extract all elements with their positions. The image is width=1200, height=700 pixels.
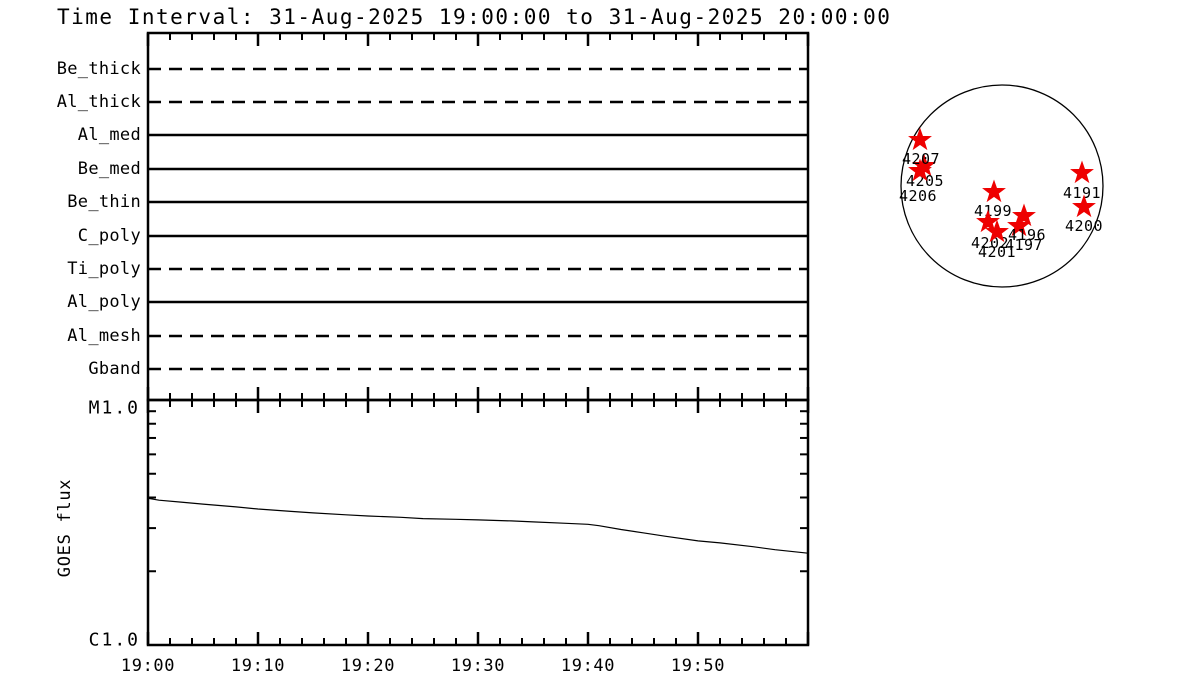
noaa-star-4199 (982, 179, 1006, 203)
noaa-label-4200: 4200 (1065, 217, 1103, 235)
goes-ytick-label-C1: C1.0 (89, 630, 140, 651)
plot-title: Time Interval: 31-Aug-2025 19:00:00 to 3… (57, 5, 892, 29)
noaa-label-4199: 4199 (974, 202, 1012, 220)
noaa-star-4207 (908, 127, 932, 151)
goes-xtick-label: 19:40 (561, 656, 615, 676)
noaa-star-4191 (1070, 160, 1094, 184)
filter-label-Be_thick: Be_thick (57, 59, 141, 79)
noaa-star-4200 (1072, 194, 1096, 218)
goes-xtick-label: 19:10 (231, 656, 285, 676)
noaa-label-4207: 4207 (902, 150, 940, 168)
filter-label-C_poly: C_poly (78, 226, 141, 246)
goes-xtick-label: 19:30 (451, 656, 505, 676)
goes-xtick-label: 19:20 (341, 656, 395, 676)
filter-label-Al_med: Al_med (78, 125, 141, 145)
filter-label-Gband: Gband (88, 359, 141, 379)
filter-panel-frame (146, 31, 810, 402)
noaa-star-4202 (976, 209, 1000, 233)
goes-xtick-label: 19:00 (121, 656, 175, 676)
goes-ylabel: GOES flux (55, 479, 75, 577)
noaa-star-4206 (908, 158, 932, 182)
goes-flux-curve (147, 497, 809, 554)
filter-label-Be_med: Be_med (78, 159, 141, 179)
noaa-label-4196: 4196 (1008, 226, 1046, 244)
filter-label-Al_mesh: Al_mesh (67, 326, 141, 346)
noaa-label-4201: 4201 (978, 243, 1016, 261)
noaa-star-4201 (985, 219, 1009, 243)
solar-disk-circle (900, 84, 1104, 288)
goes-xtick-label: 19:50 (671, 656, 725, 676)
noaa-label-4191: 4191 (1063, 184, 1101, 202)
filter-label-Al_thick: Al_thick (57, 92, 141, 112)
goes-panel-frame (146, 398, 810, 647)
goes-ytick-label-M1: M1.0 (89, 398, 140, 419)
noaa-label-4197: 4197 (1005, 236, 1043, 254)
filter-label-Be_thin: Be_thin (67, 192, 141, 212)
noaa-star-4196 (1012, 203, 1036, 227)
filter-label-Ti_poly: Ti_poly (67, 259, 141, 279)
noaa-label-4206: 4206 (899, 187, 937, 205)
filter-label-Al_poly: Al_poly (67, 292, 141, 312)
